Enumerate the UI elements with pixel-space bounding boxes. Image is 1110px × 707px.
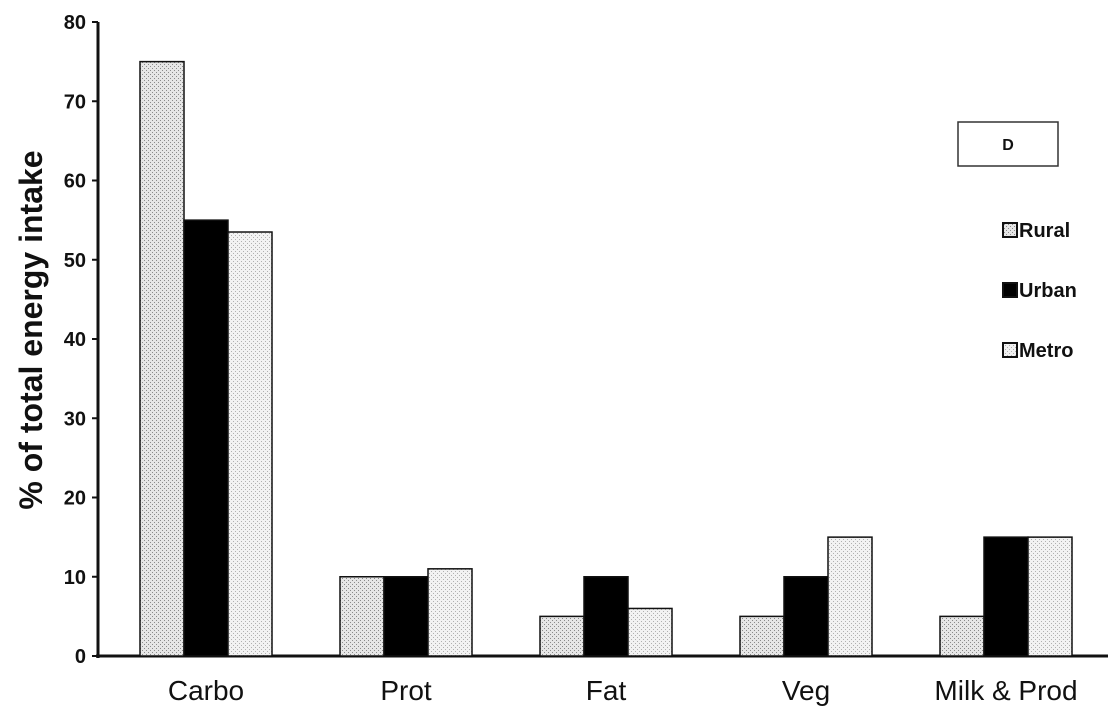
legend-swatch-rural — [1002, 222, 1018, 238]
panel-label-box: D — [957, 121, 1059, 167]
bar-rural-carbo — [139, 60, 185, 657]
legend-label-metro: Metro — [1019, 340, 1073, 362]
y-tick-label: 60 — [64, 171, 86, 193]
bar-rural-prot — [339, 576, 385, 657]
legend-swatch-metro — [1002, 342, 1018, 358]
bar-metro-veg — [827, 536, 873, 657]
x-tick-label: Veg — [782, 675, 830, 706]
bar-rural-milk-prod — [939, 615, 985, 657]
y-tick-label: 50 — [64, 250, 86, 272]
bar-metro-prot — [427, 568, 473, 657]
bar-rural-veg — [739, 615, 785, 657]
y-tick-label: 80 — [64, 12, 86, 34]
y-tick-label: 40 — [64, 329, 86, 351]
bar-rural-fat — [539, 615, 585, 657]
y-tick-label: 0 — [75, 646, 86, 668]
x-tick-label: Prot — [380, 675, 432, 706]
y-tick-label: 30 — [64, 408, 86, 430]
y-tick-label: 20 — [64, 488, 86, 510]
x-tick-label: Milk & Prod — [934, 675, 1077, 706]
bar-urban-carbo — [183, 219, 229, 657]
y-tick-label: 10 — [64, 567, 86, 589]
bar-urban-fat — [583, 576, 629, 657]
x-tick-label: Fat — [586, 675, 627, 706]
legend-swatch-urban — [1002, 282, 1018, 298]
bar-urban-milk-prod — [983, 536, 1029, 657]
legend-label-rural: Rural — [1019, 220, 1070, 242]
bar-urban-prot — [383, 576, 429, 657]
legend-label-urban: Urban — [1019, 280, 1077, 302]
x-tick-label: Carbo — [168, 675, 244, 706]
y-axis-label: % of total energy intake — [13, 150, 49, 509]
panel-label: D — [1002, 137, 1014, 154]
bar-metro-fat — [627, 607, 673, 657]
bar-metro-milk-prod — [1027, 536, 1073, 657]
legend: Rural Urban Metro — [1002, 220, 1077, 362]
y-tick-label: 70 — [64, 91, 86, 113]
bar-urban-veg — [783, 576, 829, 657]
bar-metro-carbo — [227, 231, 273, 657]
